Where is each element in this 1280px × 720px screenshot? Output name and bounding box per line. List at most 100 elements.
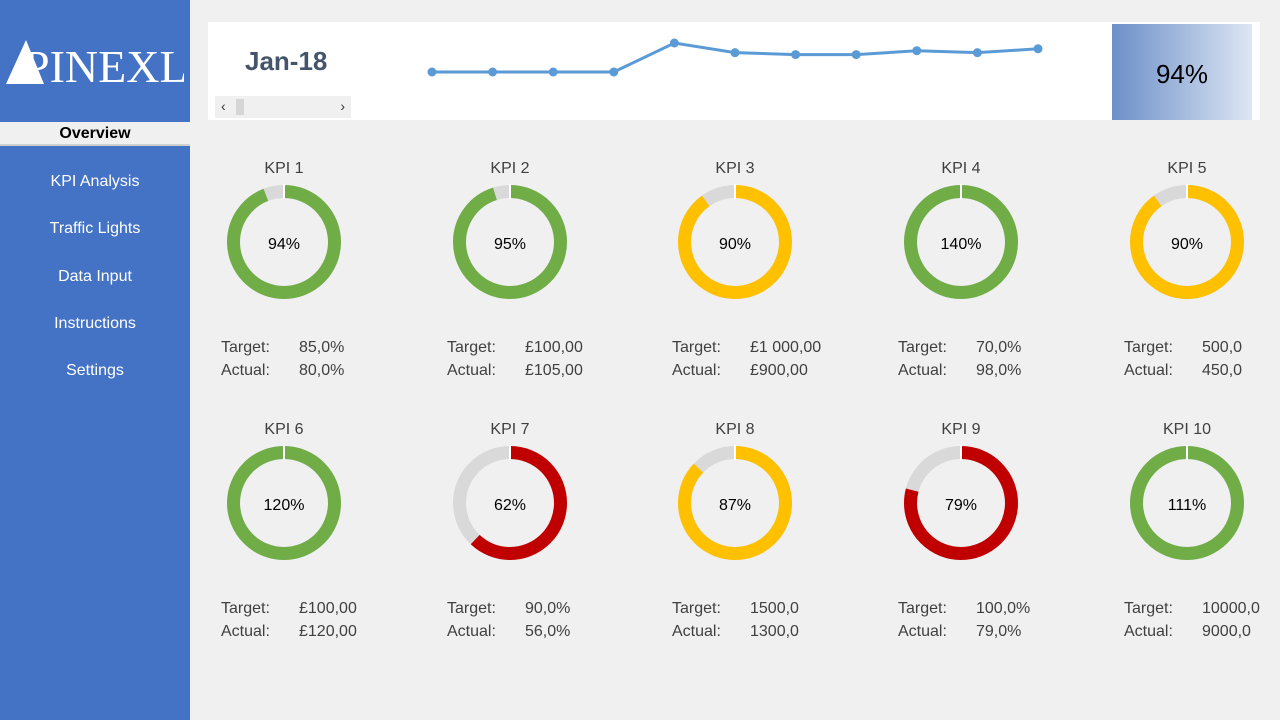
- actual-label: Actual:: [1124, 623, 1173, 640]
- kpi-title: KPI 8: [715, 421, 755, 438]
- sidebar-item-kpi-analysis[interactable]: KPI Analysis: [50, 173, 140, 190]
- actual-value: £900,00: [750, 362, 808, 379]
- kpi-actual: Actual: 1300,0: [672, 623, 799, 641]
- kpi-title: KPI 5: [1167, 160, 1207, 177]
- actual-label: Actual:: [898, 623, 947, 640]
- target-value: 500,0: [1202, 339, 1243, 356]
- kpi-card: KPI 4 140% Target: 70,0% Actual: 98,0%: [861, 160, 1061, 400]
- kpi-card: KPI 9 79% Target: 100,0% Actual: 79,0%: [861, 421, 1061, 661]
- sparkline-point: [1033, 44, 1043, 54]
- kpi-title: KPI 3: [715, 160, 755, 177]
- kpi-title: KPI 1: [264, 160, 304, 177]
- kpi-card: KPI 8 87% Target: 1500,0 Actual: 1300,0: [635, 421, 835, 661]
- kpi-percent: 90%: [1170, 236, 1204, 253]
- scroll-right-button[interactable]: ›: [340, 98, 345, 114]
- svg-text:PINEXL: PINEXL: [24, 41, 184, 88]
- actual-value: 9000,0: [1202, 623, 1251, 640]
- kpi-title: KPI 2: [490, 160, 530, 177]
- sparkline-point: [669, 38, 679, 48]
- actual-value: 56,0%: [525, 623, 571, 640]
- actual-label: Actual:: [672, 362, 721, 379]
- sparkline-point: [488, 67, 498, 77]
- target-value: 85,0%: [299, 339, 345, 356]
- sidebar-item-data-input[interactable]: Data Input: [58, 268, 132, 285]
- kpi-title: KPI 4: [941, 160, 981, 177]
- kpi-target: Target: 90,0%: [447, 600, 570, 618]
- kpi-card: KPI 10 111% Target: 10000,0 Actual: 9000,0: [1087, 421, 1280, 661]
- kpi-title: KPI 9: [941, 421, 981, 438]
- kpi-donut: [227, 184, 341, 299]
- target-value: £100,00: [525, 339, 583, 356]
- scroll-left-button[interactable]: ‹: [221, 98, 226, 114]
- kpi-target: Target: £1 000,00: [672, 339, 821, 357]
- kpi-title: KPI 6: [264, 421, 304, 438]
- kpi-donut: [1130, 184, 1244, 299]
- target-label: Target:: [447, 600, 496, 617]
- target-value: 90,0%: [525, 600, 571, 617]
- sidebar-item-instructions[interactable]: Instructions: [54, 315, 136, 332]
- kpi-donut: [678, 445, 792, 560]
- target-value: 1500,0: [750, 600, 799, 617]
- actual-value: 79,0%: [976, 623, 1022, 640]
- target-label: Target:: [221, 600, 270, 617]
- target-label: Target:: [447, 339, 496, 356]
- kpi-card: KPI 3 90% Target: £1 000,00 Actual: £900,0…: [635, 160, 835, 400]
- kpi-donut: [1130, 445, 1244, 560]
- kpi-target: Target: 500,0: [1124, 339, 1242, 357]
- target-value: 70,0%: [976, 339, 1022, 356]
- target-value: £100,00: [299, 600, 357, 617]
- actual-value: 98,0%: [976, 362, 1022, 379]
- actual-label: Actual:: [447, 362, 496, 379]
- kpi-actual: Actual: 56,0%: [447, 623, 570, 641]
- kpi-percent: 62%: [493, 497, 527, 514]
- scroll-thumb[interactable]: [236, 99, 244, 115]
- kpi-card: KPI 1 94% Target: 85,0% Actual: 80,0%: [184, 160, 384, 400]
- kpi-target: Target: 85,0%: [221, 339, 344, 357]
- target-label: Target:: [898, 600, 947, 617]
- kpi-actual: Actual: £105,00: [447, 362, 583, 380]
- pinexl-logo: PINEXL: [6, 40, 184, 88]
- actual-value: 80,0%: [299, 362, 345, 379]
- sidebar: PINEXL Overview KPI Analysis Traffic Lig…: [0, 0, 190, 720]
- trend-sparkline: [427, 38, 1043, 77]
- sparkline-point: [912, 46, 922, 56]
- kpi-target: Target: 10000,0: [1124, 600, 1260, 618]
- current-date: Jan-18: [245, 46, 328, 76]
- header-panel: Jan-18 ‹ › 94%: [208, 22, 1260, 120]
- actual-label: Actual:: [1124, 362, 1173, 379]
- sparkline-point: [791, 50, 801, 60]
- sparkline-point: [730, 48, 740, 58]
- actual-label: Actual:: [898, 362, 947, 379]
- kpi-actual: Actual: £120,00: [221, 623, 357, 641]
- actual-label: Actual:: [221, 623, 270, 640]
- kpi-percent: 79%: [944, 497, 978, 514]
- kpi-percent: 120%: [263, 497, 305, 514]
- kpi-donut: [904, 184, 1018, 299]
- sparkline-point: [851, 50, 861, 60]
- target-label: Target:: [1124, 339, 1173, 356]
- sparkline-point: [548, 67, 558, 77]
- target-value: 10000,0: [1202, 600, 1260, 617]
- kpi-percent: 94%: [267, 236, 301, 253]
- kpi-donut: [453, 184, 567, 299]
- kpi-title: KPI 10: [1162, 421, 1212, 438]
- kpi-actual: Actual: 98,0%: [898, 362, 1021, 380]
- target-label: Target:: [672, 339, 721, 356]
- kpi-actual: Actual: 79,0%: [898, 623, 1021, 641]
- kpi-card: KPI 2 95% Target: £100,00 Actual: £105,00: [410, 160, 610, 400]
- actual-value: £120,00: [299, 623, 357, 640]
- sidebar-item-traffic-lights[interactable]: Traffic Lights: [49, 220, 141, 237]
- kpi-target: Target: 100,0%: [898, 600, 1030, 618]
- kpi-target: Target: 1500,0: [672, 600, 799, 618]
- sidebar-item-overview[interactable]: Overview: [0, 122, 190, 146]
- sidebar-item-settings[interactable]: Settings: [66, 362, 124, 379]
- target-label: Target:: [221, 339, 270, 356]
- target-label: Target:: [672, 600, 721, 617]
- date-scrollbar[interactable]: ‹ ›: [215, 96, 351, 118]
- kpi-actual: Actual: £900,00: [672, 362, 808, 380]
- kpi-donut: [678, 184, 792, 299]
- kpi-target: Target: £100,00: [447, 339, 583, 357]
- actual-value: 1300,0: [750, 623, 799, 640]
- kpi-card: KPI 5 90% Target: 500,0 Actual: 450,0: [1087, 160, 1280, 400]
- sparkline-point: [427, 67, 437, 77]
